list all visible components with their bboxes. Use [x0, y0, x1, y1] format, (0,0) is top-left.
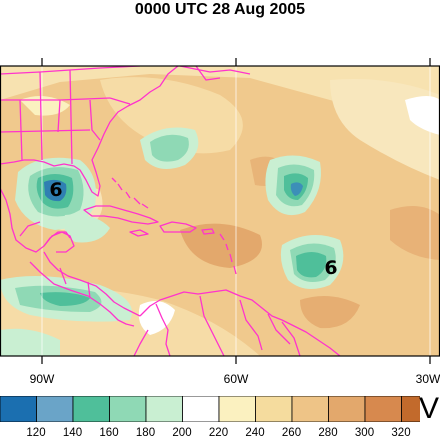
- colorbar-tick-label: 240: [245, 427, 265, 439]
- katrina-core: [44, 179, 67, 202]
- coastlines: [0, 66, 341, 356]
- colorbar-tick-label: 260: [281, 427, 302, 439]
- field-light-patch: [0, 66, 440, 130]
- colorbar-tick-label: 320: [391, 427, 411, 439]
- colorbar-swatch: [182, 396, 220, 422]
- grid-lines: [41, 66, 431, 356]
- field-moist-feature: [290, 182, 303, 196]
- colorbar-swatch: [328, 396, 366, 422]
- field-moist-feature: [40, 292, 90, 306]
- colorbar-swatch: [109, 396, 147, 422]
- lon-label-90w: 90W: [29, 372, 55, 386]
- colorbar-swatch: [255, 396, 293, 422]
- hurricane-symbol-atlantic: 6: [324, 257, 337, 279]
- colorbar-swatch: [0, 396, 37, 422]
- field-dark-patch: [180, 223, 262, 268]
- colorbar-tick-label: 120: [26, 427, 46, 439]
- map-panel: 6 6: [0, 58, 440, 364]
- map-title: 0000 UTC 28 Aug 2005: [134, 1, 306, 18]
- field-moist-feature: [20, 96, 70, 116]
- field-moist-feature: [296, 252, 327, 278]
- colorbar-swatch: [364, 396, 402, 422]
- colorbar-tick-label: 160: [99, 427, 119, 439]
- colorbar-tick-label: 140: [62, 427, 83, 439]
- colorbar-swatch: [145, 396, 183, 422]
- lon-label-30w: 30W: [415, 372, 440, 386]
- field-moist-feature: [63, 214, 110, 243]
- colorbar-swatch: [291, 396, 329, 422]
- colorbar-tick-label: 180: [135, 427, 156, 439]
- colorbar-tick-label: 200: [172, 427, 192, 439]
- colorbar-swatch: [218, 396, 256, 422]
- hurricane-symbol-gulf: 6: [49, 179, 62, 201]
- field-light-patch: [100, 77, 243, 154]
- lon-label-60w: 60W: [223, 372, 249, 386]
- map-ticks: [41, 58, 431, 364]
- colorbar-tick-label: 280: [318, 427, 338, 439]
- field-moist-feature: [405, 96, 440, 135]
- colorbar: [0, 396, 420, 422]
- colorbar-swatch: [72, 396, 110, 422]
- colorbar-tick-label: 220: [208, 427, 229, 439]
- colorbar-swatch: [401, 396, 420, 422]
- field-moist-feature: [0, 328, 60, 356]
- colorbar-tick-label: 300: [354, 427, 375, 439]
- field-dark-patch: [300, 296, 360, 329]
- field-dark-patch: [390, 206, 440, 260]
- field-moist-feature: [150, 134, 189, 162]
- variable-letter: V: [419, 392, 440, 425]
- colorbar-swatch: [36, 396, 74, 422]
